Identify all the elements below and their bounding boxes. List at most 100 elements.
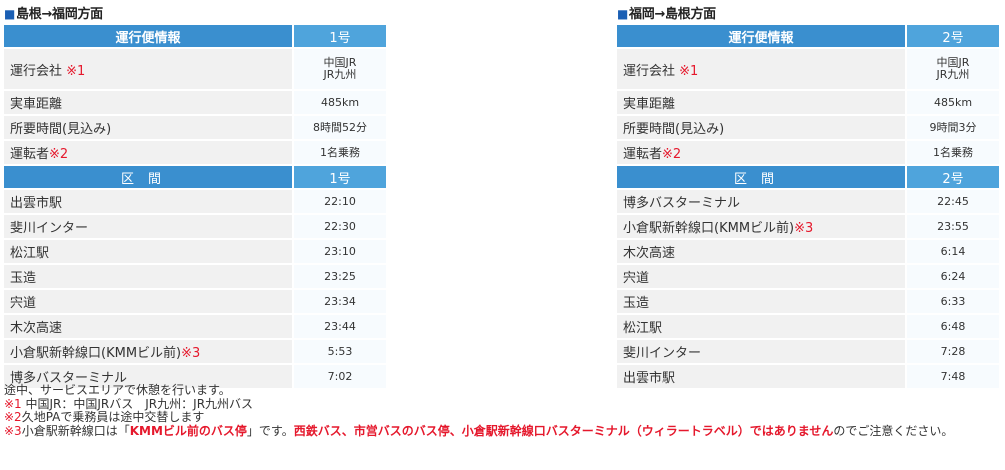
stop-name: 木次高速: [617, 240, 907, 263]
stop-time: 23:25: [294, 265, 386, 288]
driver-label-text: 運転者: [623, 147, 663, 162]
stop-time: 23:44: [294, 315, 386, 338]
stop-name-text: 木次高速: [10, 321, 63, 336]
driver-note-mark: ※2: [49, 147, 69, 162]
stop-name: 斐川インター: [4, 215, 294, 238]
stop-name: 松江駅: [4, 240, 294, 263]
stop-name: 斐川インター: [617, 340, 907, 363]
company-label-text: 運行会社: [623, 63, 676, 79]
company-label: 運行会社 ※1: [617, 49, 907, 89]
company-value: 中国JR JR九州: [294, 49, 386, 89]
stop-time: 22:45: [907, 190, 999, 213]
time-value: 8時間52分: [294, 116, 386, 139]
driver-row: 運転者※2 1名乗務: [617, 141, 999, 164]
stop-name: 宍道: [617, 265, 907, 288]
stop-row: 小倉駅新幹線口(KMMビル前)※3 5:53: [4, 340, 386, 363]
stop-row: 松江駅 23:10: [4, 240, 386, 263]
note-3-text-c: のでご注意ください。: [833, 423, 954, 438]
stop-name-text: 斐川インター: [623, 346, 702, 361]
note-3-highlight-a: KMMビル前のバス停: [129, 423, 247, 438]
info-header: 運行便情報: [617, 25, 907, 47]
stop-name-text: 博多バスターミナル: [623, 196, 741, 211]
company-value-1: 中国JR: [323, 56, 357, 69]
stop-row: 小倉駅新幹線口(KMMビル前)※3 23:55: [617, 215, 999, 238]
driver-value: 1名乗務: [907, 141, 999, 164]
stop-time: 6:33: [907, 290, 999, 313]
stop-row: 玉造 6:33: [617, 290, 999, 313]
stop-row: 斐川インター 7:28: [617, 340, 999, 363]
stop-name: 出雲市駅: [4, 190, 294, 213]
stops-header: 区間: [617, 166, 907, 188]
distance-row: 実車距離 485km: [617, 91, 999, 114]
company-note-mark: ※1: [679, 63, 699, 79]
stop-row: 出雲市駅 7:48: [617, 365, 999, 388]
driver-value: 1名乗務: [294, 141, 386, 164]
stop-name-text: 玉造: [10, 271, 37, 286]
panel-title-text: 福岡→島根方面: [629, 7, 716, 22]
stop-row: 出雲市駅 22:10: [4, 190, 386, 213]
driver-label: 運転者※2: [617, 141, 907, 164]
stops-header-row: 区間 1号: [4, 166, 386, 188]
company-row: 運行会社 ※1 中国JR JR九州: [4, 49, 386, 89]
note-3: ※3小倉駅新幹線口は「KMMビル前のバス停」です。西鉄バス、市営バスのバス停、小…: [4, 423, 1004, 439]
stop-name-text: 斐川インター: [10, 221, 89, 236]
stops-header-row: 区間 2号: [617, 166, 999, 188]
stop-name-text: 宍道: [10, 296, 37, 311]
stop-name: 松江駅: [617, 315, 907, 338]
info-number: 2号: [907, 25, 999, 47]
stop-name-text: 木次高速: [623, 246, 676, 261]
stop-time: 23:34: [294, 290, 386, 313]
company-label: 運行会社 ※1: [4, 49, 294, 89]
stop-row: 木次高速 23:44: [4, 315, 386, 338]
company-value-2: JR九州: [323, 68, 357, 81]
panel-fukuoka-to-shimane: ■福岡→島根方面 運行便情報 2号 運行会社 ※1 中国JR JR九州 実車距離 …: [617, 5, 999, 390]
square-bullet-icon: ■: [617, 7, 629, 21]
note-3-mark: ※3: [4, 423, 22, 438]
stop-time: 23:55: [907, 215, 999, 238]
note-2: ※2久地PAで乗務員は途中交替します: [4, 410, 1004, 425]
panel-title: ■福岡→島根方面: [617, 5, 999, 23]
stop-name-text: 小倉駅新幹線口(KMMビル前): [10, 346, 182, 361]
stop-time: 22:30: [294, 215, 386, 238]
info-header-row: 運行便情報 2号: [617, 25, 999, 47]
square-bullet-icon: ■: [4, 7, 16, 21]
time-label: 所要時間(見込み): [617, 116, 907, 139]
stop-name: 博多バスターミナル: [4, 365, 294, 388]
driver-label-text: 運転者: [10, 147, 50, 162]
stop-name: 宍道: [4, 290, 294, 313]
distance-value: 485km: [907, 91, 999, 114]
stop-name: 博多バスターミナル: [617, 190, 907, 213]
stop-time: 22:10: [294, 190, 386, 213]
stop-time: 23:10: [294, 240, 386, 263]
stop-name: 玉造: [4, 265, 294, 288]
stop-time: 7:28: [907, 340, 999, 363]
note-1: ※1 中国JR：中国JRバス JR九州：JR九州バス: [4, 396, 1004, 412]
driver-note-mark: ※2: [662, 147, 682, 162]
time-row: 所要時間(見込み) 9時間3分: [617, 116, 999, 139]
stop-row: 博多バスターミナル 22:45: [617, 190, 999, 213]
stop-name-text: 松江駅: [623, 321, 663, 336]
stop-time: 6:14: [907, 240, 999, 263]
stop-name: 小倉駅新幹線口(KMMビル前)※3: [4, 340, 294, 363]
distance-value: 485km: [294, 91, 386, 114]
stop-name-text: 松江駅: [10, 246, 50, 261]
driver-label: 運転者※2: [4, 141, 294, 164]
stop-time: 6:48: [907, 315, 999, 338]
stop-note-mark: ※3: [794, 221, 814, 236]
stops-number: 1号: [294, 166, 386, 188]
note-rest-stop: 途中、サービスエリアで休憩を行います。: [4, 383, 231, 397]
stop-row: 博多バスターミナル 7:02: [4, 365, 386, 388]
stop-row: 玉造 23:25: [4, 265, 386, 288]
timetable: 運行便情報 2号 運行会社 ※1 中国JR JR九州 実車距離 485km 所要時…: [617, 23, 999, 390]
company-note-mark: ※1: [66, 63, 86, 79]
stop-note-mark: ※3: [181, 346, 201, 361]
stop-name: 玉造: [617, 290, 907, 313]
distance-label: 実車距離: [617, 91, 907, 114]
distance-label: 実車距離: [4, 91, 294, 114]
stop-name-text: 博多バスターミナル: [10, 371, 128, 386]
note-1-text: 中国JR：中国JRバス JR九州：JR九州バス: [21, 396, 254, 411]
stop-name-text: 玉造: [623, 296, 650, 311]
panel-title: ■島根→福岡方面: [4, 5, 386, 23]
stops-header: 区間: [4, 166, 294, 188]
distance-row: 実車距離 485km: [4, 91, 386, 114]
